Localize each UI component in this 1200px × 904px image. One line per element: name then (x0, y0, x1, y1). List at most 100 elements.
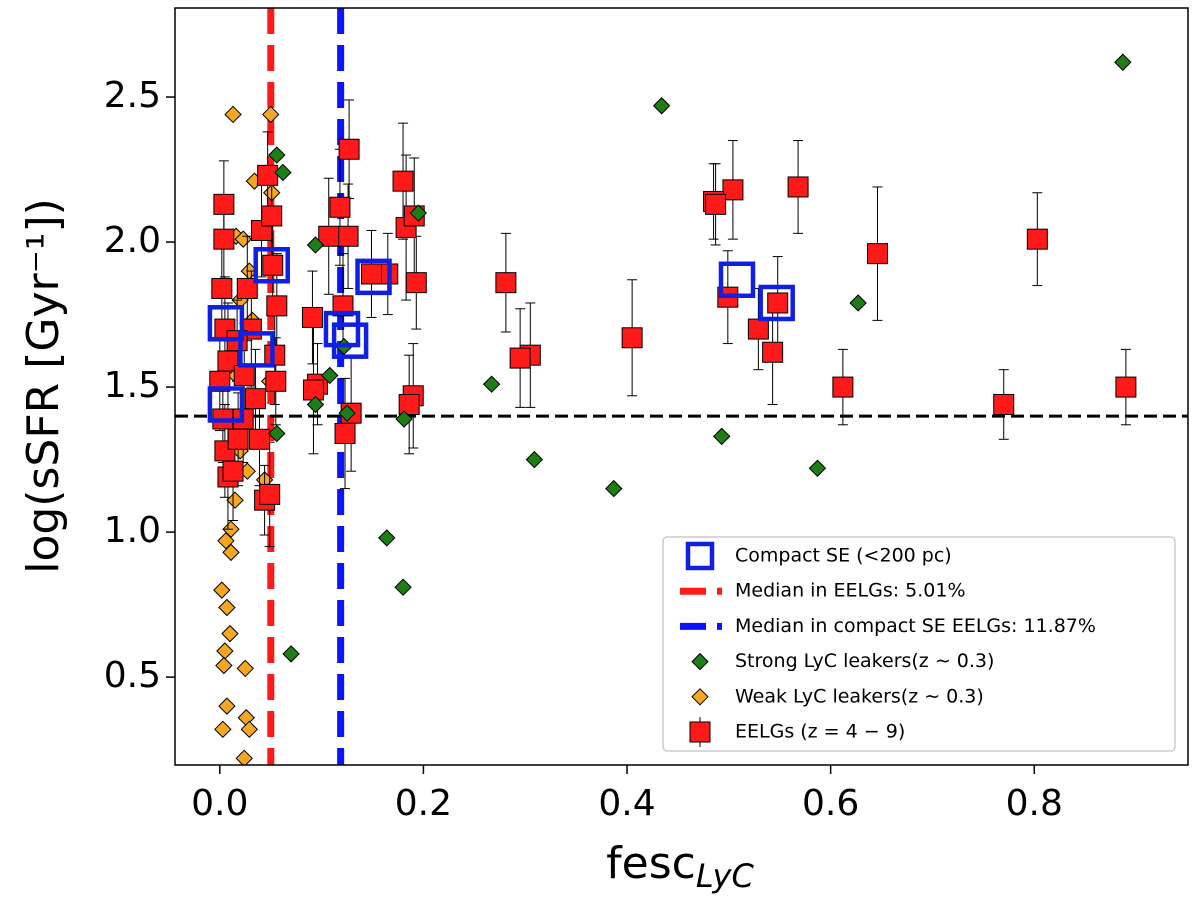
y-tick-label: 0.5 (104, 655, 161, 696)
diamond-point (525, 450, 544, 469)
diamond-point (261, 105, 280, 124)
diamond-point (605, 479, 623, 498)
diamond-point (215, 656, 233, 675)
square-point (705, 193, 727, 215)
square-point (762, 341, 784, 363)
square-point (360, 263, 382, 285)
x-tick-label: 0.8 (1006, 783, 1063, 824)
y-tick-label: 1.0 (104, 510, 161, 551)
legend-box (662, 536, 1176, 752)
diamond-point (338, 404, 356, 422)
diamond-point (235, 749, 253, 765)
plot-area (175, 8, 1188, 765)
square-point (261, 205, 283, 227)
square-point (244, 388, 266, 410)
square-point (259, 483, 281, 505)
diamond-point (849, 294, 867, 312)
diamond-point (306, 395, 325, 414)
square-point (1026, 228, 1048, 250)
square-point (392, 170, 414, 192)
diamond-point (224, 105, 242, 124)
square-point (621, 327, 643, 349)
square-point (338, 138, 360, 160)
square-point (236, 277, 258, 299)
square-point (509, 347, 531, 369)
diamond-point (268, 424, 286, 443)
square-point (334, 422, 356, 444)
diamond-point (222, 543, 240, 562)
legend-text: Weak LyC leakers(z ∼ 0.3) (735, 685, 984, 707)
diamond-point (409, 204, 428, 222)
diamond-point (240, 720, 259, 739)
legend-text: Strong LyC leakers(z ∼ 0.3) (735, 650, 994, 672)
square-point (233, 364, 255, 386)
square-point (398, 393, 420, 415)
diamond-point (713, 427, 731, 446)
square-point (302, 379, 324, 401)
square-point (227, 428, 249, 450)
square-point (213, 193, 235, 215)
square-point (265, 370, 287, 392)
square-point (249, 428, 271, 450)
diamond-point (218, 697, 236, 715)
square-point (993, 393, 1015, 415)
diamond-point (395, 410, 413, 428)
open-square-point (207, 305, 245, 342)
x-axis-label: fescLyC (606, 838, 754, 895)
diamond-point (236, 659, 254, 678)
diamond-point (221, 624, 239, 643)
square-point (1115, 376, 1137, 398)
x-tick-label: 0.6 (802, 783, 859, 824)
diamond-point (321, 366, 339, 385)
legend-text: Compact SE (<200 pc) (735, 545, 952, 567)
square-point (832, 376, 854, 398)
y-axis-label: log(sSFR [Gyr⁻¹]) (18, 198, 69, 574)
x-axis-label-sub: LyC (696, 857, 755, 895)
open-square-point (207, 386, 245, 423)
square-point (495, 272, 517, 294)
diamond-point (282, 645, 300, 663)
square-point (747, 318, 769, 340)
square-point (689, 721, 711, 743)
x-tick-label: 0.2 (395, 783, 452, 824)
square-point (266, 295, 288, 317)
square-point (262, 254, 284, 276)
square-point (767, 292, 789, 314)
x-tick-label: 0.4 (598, 783, 655, 824)
y-tick-label: 2.5 (104, 75, 161, 116)
diamond-point (216, 642, 234, 660)
legend-text: Median in compact SE EELGs: 11.87% (735, 615, 1096, 637)
open-square-point (331, 322, 369, 359)
diamond-point (691, 652, 709, 671)
diamond-point (378, 529, 396, 547)
square-point (222, 460, 244, 482)
diamond-point (1114, 53, 1132, 71)
x-tick-label: 0.0 (191, 783, 248, 824)
square-point (866, 243, 888, 265)
open-square-point (253, 247, 290, 284)
diamond-point (691, 688, 709, 706)
square-point (213, 228, 235, 250)
square-point (264, 344, 286, 366)
open-square-point (718, 261, 756, 299)
plot-frame (174, 7, 1189, 766)
diamond-point (226, 491, 244, 509)
diamond-point (218, 598, 236, 617)
square-point (211, 277, 233, 299)
legend: Compact SE (<200 pc) Median in EELGs: 5.0… (662, 536, 1176, 752)
square-point (405, 272, 427, 294)
diamond-point (652, 97, 671, 115)
square-point (787, 176, 809, 198)
x-axis-label-main: fesc (606, 838, 696, 889)
diamond-point (268, 146, 286, 164)
square-point (329, 196, 351, 218)
legend-text: EELGs (z = 4 − 9) (735, 721, 905, 743)
square-point (257, 164, 279, 186)
diamond-point (274, 163, 292, 182)
diamond-point (213, 581, 231, 599)
diamond-point (808, 459, 827, 477)
square-point (337, 225, 359, 247)
open-square-point (238, 331, 275, 368)
open-square-point (323, 310, 361, 348)
